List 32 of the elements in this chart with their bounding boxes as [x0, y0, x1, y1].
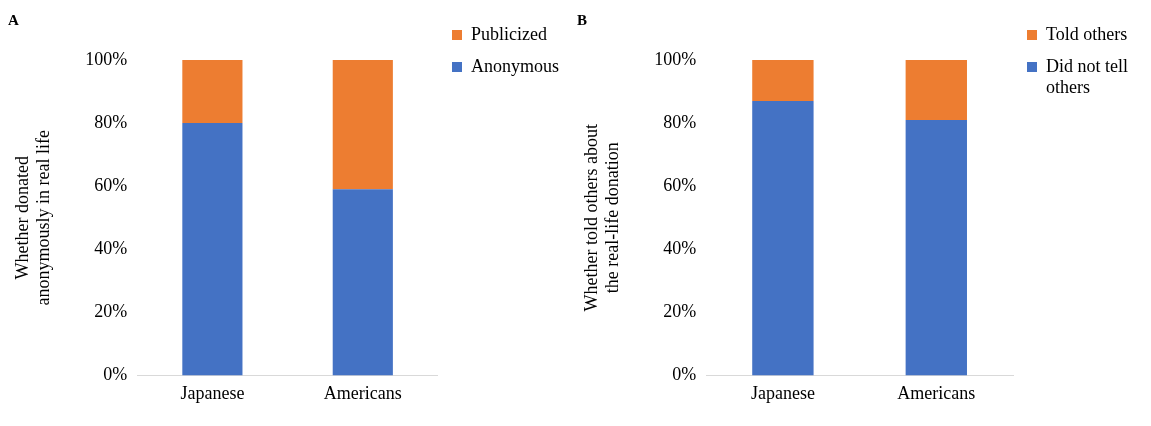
y-tick-label: 100%: [85, 48, 128, 69]
y-tick-label: 20%: [663, 301, 697, 322]
y-axis-title: Whether donated anonymously in real life: [11, 129, 54, 306]
legend-label: Anonymous: [471, 55, 560, 76]
bar: [752, 101, 814, 376]
y-tick-label: 80%: [663, 111, 697, 132]
y-tick-label: 100%: [654, 48, 697, 69]
legend-label: Did not tell others: [1046, 55, 1129, 98]
x-tick-label: Americans: [897, 382, 976, 403]
y-tick-label: 0%: [672, 364, 697, 385]
y-tick-label: 40%: [94, 237, 128, 258]
bar: [332, 60, 393, 190]
x-tick-label: Japanese: [750, 382, 815, 403]
bar: [905, 60, 967, 120]
x-tick-label: Americans: [323, 382, 402, 403]
y-tick-label: 60%: [94, 174, 128, 195]
y-tick-label: 40%: [663, 237, 697, 258]
text: A: [8, 11, 19, 28]
legend-label: Told others: [1046, 23, 1128, 44]
bar: [752, 60, 814, 101]
y-tick-label: 80%: [94, 111, 128, 132]
x-tick-label: Japanese: [180, 382, 245, 403]
bar: [332, 189, 393, 376]
y-tick-label: 60%: [663, 174, 697, 195]
y-axis-title: Whether told others about the real-life donation: [580, 123, 623, 312]
bar: [905, 119, 967, 376]
y-tick-label: 20%: [94, 301, 128, 322]
bar: [182, 60, 243, 124]
y-tick-label: 0%: [103, 364, 128, 385]
bar: [182, 123, 243, 376]
text: B: [577, 11, 588, 28]
legend-label: Publicized: [471, 23, 547, 44]
